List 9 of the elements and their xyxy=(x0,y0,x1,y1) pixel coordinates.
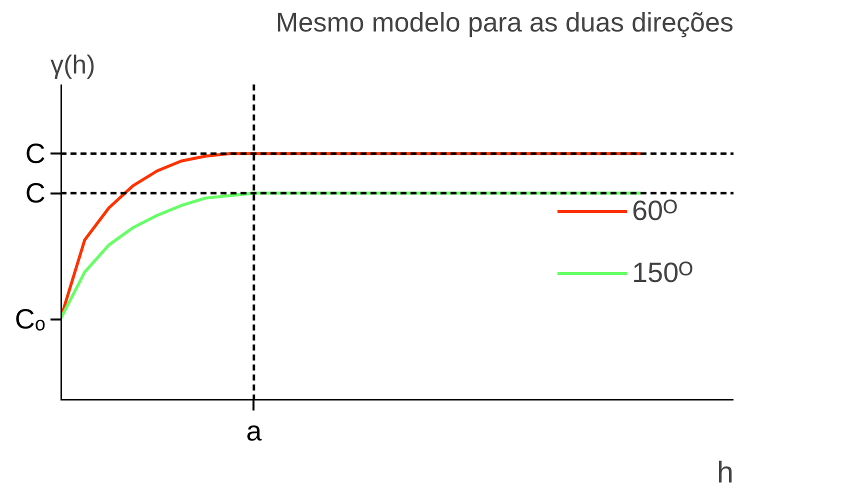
ref-line-label: C xyxy=(25,178,46,209)
legend-label: 150ᴼ xyxy=(632,257,693,289)
ref-line-label: C xyxy=(25,138,46,170)
y-axis-title: γ(h) xyxy=(50,50,96,80)
legend-label: 60ᴼ xyxy=(632,195,678,227)
text: a xyxy=(246,416,262,446)
text: Cₒ xyxy=(14,304,46,335)
x-axis-title: h xyxy=(716,456,734,490)
chart-title: Mesmo modelo para as duas direções xyxy=(276,8,734,38)
